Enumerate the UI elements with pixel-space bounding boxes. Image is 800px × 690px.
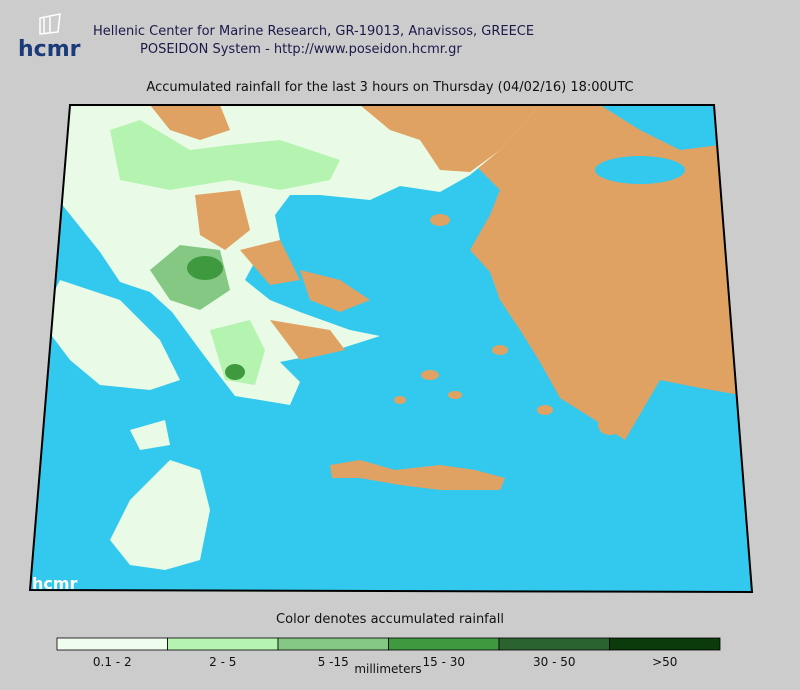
map — [30, 105, 752, 592]
land — [150, 105, 230, 140]
land — [270, 320, 345, 360]
legend-swatch — [56, 637, 168, 651]
legend-label: 0.1 - 2 — [93, 655, 132, 669]
land — [470, 105, 752, 592]
header-line: POSEIDON System - http://www.poseidon.hc… — [140, 42, 462, 57]
watermark: hcmr — [32, 574, 78, 593]
land — [300, 270, 370, 312]
rain-very-heavy — [225, 364, 245, 380]
rain-moderate — [110, 120, 340, 190]
logo-boat — [39, 13, 61, 35]
land — [195, 190, 250, 250]
legend: 0.1 - 2 2 - 5 5 -15 15 - 30 30 - 50 >50 — [56, 637, 721, 669]
legend-swatch — [167, 637, 279, 651]
legend-unit: millimeters — [354, 662, 421, 676]
legend-swatch — [498, 637, 610, 651]
legend-label: 15 - 30 — [423, 655, 466, 669]
rain-light — [40, 280, 180, 390]
legend-swatch — [277, 637, 389, 651]
legend-label: 2 - 5 — [209, 655, 236, 669]
legend-label: 30 - 50 — [533, 655, 576, 669]
legend-label: >50 — [652, 655, 677, 669]
logo: hcmr — [18, 37, 81, 62]
rain-light — [130, 420, 170, 450]
legend-swatch — [609, 637, 721, 651]
rain-moderate — [210, 320, 265, 385]
islands — [394, 214, 622, 435]
rain-very-heavy — [187, 256, 223, 280]
map-frame — [28, 104, 754, 594]
sea — [595, 156, 685, 184]
rain-light — [110, 460, 210, 570]
legend-title: Color denotes accumulated rainfall — [276, 612, 504, 627]
sea — [600, 105, 720, 150]
header-line: Hellenic Center for Marine Research, GR-… — [93, 24, 534, 39]
land — [360, 105, 540, 172]
legend-label: 5 -15 — [318, 655, 349, 669]
map-title: Accumulated rainfall for the last 3 hour… — [146, 80, 633, 95]
legend-swatch — [388, 637, 500, 651]
land — [330, 460, 505, 490]
land — [240, 240, 300, 285]
